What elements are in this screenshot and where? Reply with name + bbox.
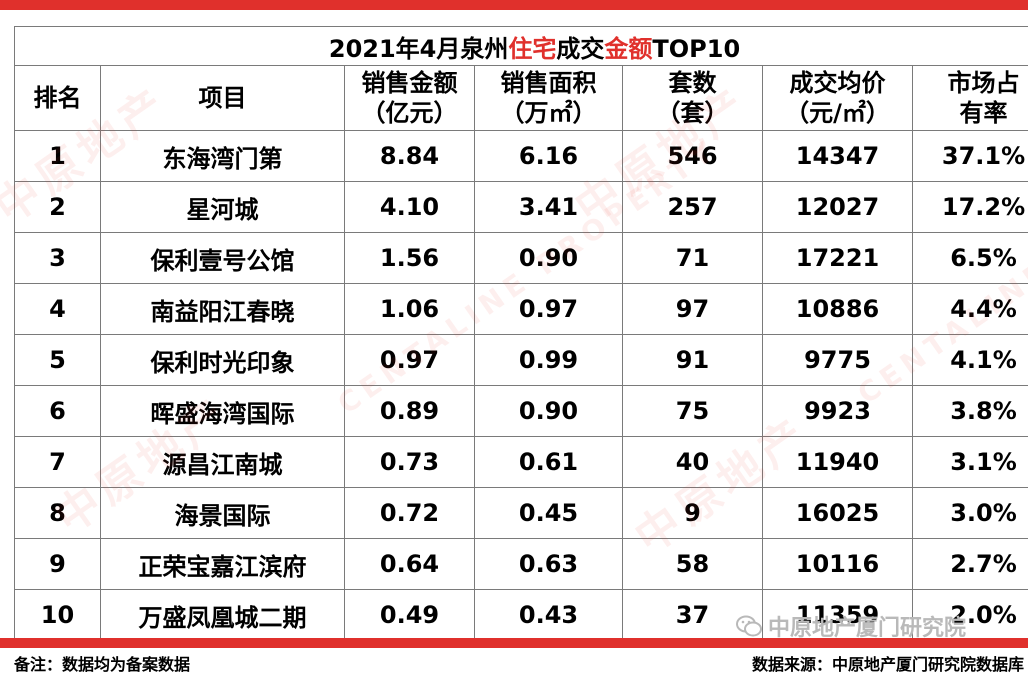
cell-project: 保利壹号公馆 — [101, 233, 345, 284]
cell-units: 97 — [623, 284, 763, 335]
cell-share: 17.2% — [913, 182, 1028, 233]
cell-price: 17221 — [763, 233, 913, 284]
data-source: 数据来源：中原地产厦门研究院数据库 — [752, 651, 1024, 675]
cell-share: 4.4% — [913, 284, 1028, 335]
table-row: 4 南益阳江春晓 1.06 0.97 97 10886 4.4% — [15, 284, 1028, 335]
cell-area: 0.90 — [475, 386, 623, 437]
cell-amount: 1.06 — [345, 284, 475, 335]
cell-share: 3.8% — [913, 386, 1028, 437]
title-text-highlight-2: 金额 — [604, 35, 652, 63]
cell-units: 257 — [623, 182, 763, 233]
cell-amount: 0.73 — [345, 437, 475, 488]
cell-area: 0.99 — [475, 335, 623, 386]
cell-project: 东海湾门第 — [101, 131, 345, 182]
cell-price: 10116 — [763, 539, 913, 590]
footnote: 备注：数据均为备案数据 — [14, 651, 190, 675]
cell-area: 0.97 — [475, 284, 623, 335]
header-area: 销售面积（万㎡） — [475, 66, 623, 131]
cell-price: 16025 — [763, 488, 913, 539]
cell-share: 4.1% — [913, 335, 1028, 386]
cell-price: 10886 — [763, 284, 913, 335]
cell-area: 6.16 — [475, 131, 623, 182]
cell-share: 6.5% — [913, 233, 1028, 284]
cell-project: 源昌江南城 — [101, 437, 345, 488]
top-accent-bar — [0, 0, 1028, 10]
cell-price: 11940 — [763, 437, 913, 488]
cell-area: 0.61 — [475, 437, 623, 488]
table-row: 2 星河城 4.10 3.41 257 12027 17.2% — [15, 182, 1028, 233]
cell-project: 海景国际 — [101, 488, 345, 539]
cell-share: 2.7% — [913, 539, 1028, 590]
cell-price: 14347 — [763, 131, 913, 182]
cell-area: 0.63 — [475, 539, 623, 590]
cell-share: 3.1% — [913, 437, 1028, 488]
title-text-3: TOP10 — [652, 35, 740, 63]
cell-area: 0.45 — [475, 488, 623, 539]
cell-units: 9 — [623, 488, 763, 539]
cell-amount: 4.10 — [345, 182, 475, 233]
table-row: 8 海景国际 0.72 0.45 9 16025 3.0% — [15, 488, 1028, 539]
table-row: 9 正荣宝嘉江滨府 0.64 0.63 58 10116 2.7% — [15, 539, 1028, 590]
header-units: 套数（套） — [623, 66, 763, 131]
cell-project: 南益阳江春晓 — [101, 284, 345, 335]
cell-rank: 5 — [15, 335, 101, 386]
cell-share: 37.1% — [913, 131, 1028, 182]
cell-units: 40 — [623, 437, 763, 488]
cell-project: 正荣宝嘉江滨府 — [101, 539, 345, 590]
table-title: 2021年4月泉州住宅成交金额TOP10 — [15, 27, 1028, 66]
cell-area: 0.43 — [475, 590, 623, 641]
cell-rank: 6 — [15, 386, 101, 437]
cell-price: 9923 — [763, 386, 913, 437]
table-row: 3 保利壹号公馆 1.56 0.90 71 17221 6.5% — [15, 233, 1028, 284]
cell-area: 3.41 — [475, 182, 623, 233]
cell-units: 91 — [623, 335, 763, 386]
cell-rank: 7 — [15, 437, 101, 488]
wechat-icon — [736, 615, 762, 637]
cell-rank: 1 — [15, 131, 101, 182]
bottom-accent-bar — [0, 638, 1028, 648]
cell-price: 9775 — [763, 335, 913, 386]
table-row: 7 源昌江南城 0.73 0.61 40 11940 3.1% — [15, 437, 1028, 488]
cell-rank: 2 — [15, 182, 101, 233]
cell-project: 晖盛海湾国际 — [101, 386, 345, 437]
cell-amount: 0.97 — [345, 335, 475, 386]
header-price: 成交均价（元/㎡） — [763, 66, 913, 131]
cell-amount: 0.89 — [345, 386, 475, 437]
header-amount: 销售金额（亿元） — [345, 66, 475, 131]
table-row: 6 晖盛海湾国际 0.89 0.90 75 9923 3.8% — [15, 386, 1028, 437]
header-project: 项目 — [101, 66, 345, 131]
cell-amount: 0.49 — [345, 590, 475, 641]
cell-amount: 0.72 — [345, 488, 475, 539]
cell-amount: 0.64 — [345, 539, 475, 590]
cell-project: 保利时光印象 — [101, 335, 345, 386]
cell-price: 12027 — [763, 182, 913, 233]
cell-project: 万盛凤凰城二期 — [101, 590, 345, 641]
cell-area: 0.90 — [475, 233, 623, 284]
cell-units: 546 — [623, 131, 763, 182]
cell-rank: 4 — [15, 284, 101, 335]
table-row: 5 保利时光印象 0.97 0.99 91 9775 4.1% — [15, 335, 1028, 386]
cell-units: 58 — [623, 539, 763, 590]
header-row: 排名 项目 销售金额（亿元） 销售面积（万㎡） 套数（套） 成交均价（元/㎡） … — [15, 66, 1028, 131]
cell-share: 3.0% — [913, 488, 1028, 539]
table-row: 1 东海湾门第 8.84 6.16 546 14347 37.1% — [15, 131, 1028, 182]
header-rank: 排名 — [15, 66, 101, 131]
cell-rank: 9 — [15, 539, 101, 590]
title-text-highlight-1: 住宅 — [508, 35, 556, 63]
cell-rank: 3 — [15, 233, 101, 284]
cell-amount: 1.56 — [345, 233, 475, 284]
cell-rank: 10 — [15, 590, 101, 641]
sales-ranking-table: 2021年4月泉州住宅成交金额TOP10 排名 项目 销售金额（亿元） 销售面积… — [14, 26, 1028, 641]
title-text-1: 2021年4月泉州 — [329, 35, 509, 63]
cell-rank: 8 — [15, 488, 101, 539]
cell-project: 星河城 — [101, 182, 345, 233]
cell-amount: 8.84 — [345, 131, 475, 182]
header-share: 市场占有率 — [913, 66, 1028, 131]
cell-units: 71 — [623, 233, 763, 284]
title-text-2: 成交 — [556, 35, 604, 63]
cell-units: 75 — [623, 386, 763, 437]
